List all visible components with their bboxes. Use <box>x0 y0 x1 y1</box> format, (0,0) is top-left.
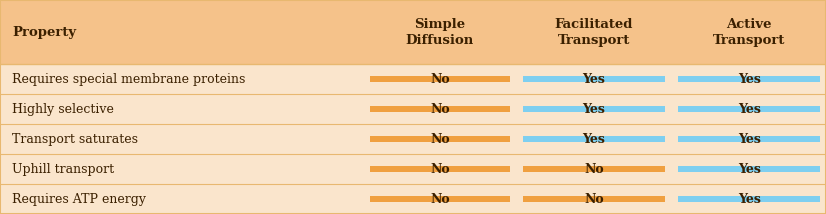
Bar <box>370 76 510 82</box>
Bar <box>523 76 665 82</box>
Text: No: No <box>430 103 449 116</box>
Text: Yes: Yes <box>738 73 761 86</box>
Bar <box>0 0 826 64</box>
Text: Yes: Yes <box>738 103 761 116</box>
Bar <box>370 136 510 142</box>
Bar <box>0 184 826 214</box>
Text: Uphill transport: Uphill transport <box>12 163 115 175</box>
Text: No: No <box>584 193 604 205</box>
Text: Yes: Yes <box>582 133 605 146</box>
Text: Facilitated
Transport: Facilitated Transport <box>555 18 633 47</box>
Bar <box>678 166 820 172</box>
Bar <box>370 106 510 112</box>
Text: Simple
Diffusion: Simple Diffusion <box>406 18 474 47</box>
Bar <box>0 154 826 184</box>
Text: Requires special membrane proteins: Requires special membrane proteins <box>12 73 246 86</box>
Bar <box>523 106 665 112</box>
Text: No: No <box>430 133 449 146</box>
Text: No: No <box>430 193 449 205</box>
Text: Yes: Yes <box>738 193 761 205</box>
Text: No: No <box>430 73 449 86</box>
Text: No: No <box>430 163 449 175</box>
Bar <box>370 166 510 172</box>
Bar <box>0 64 826 94</box>
Text: Yes: Yes <box>738 163 761 175</box>
Bar <box>370 196 510 202</box>
Bar <box>678 136 820 142</box>
Bar <box>0 124 826 154</box>
Text: Yes: Yes <box>582 73 605 86</box>
Text: Transport saturates: Transport saturates <box>12 133 139 146</box>
Text: Requires ATP energy: Requires ATP energy <box>12 193 146 205</box>
Bar <box>678 76 820 82</box>
Text: Yes: Yes <box>738 133 761 146</box>
Text: Active
Transport: Active Transport <box>713 18 786 47</box>
Bar <box>523 136 665 142</box>
Text: Yes: Yes <box>582 103 605 116</box>
Bar <box>678 106 820 112</box>
Text: No: No <box>584 163 604 175</box>
Bar <box>523 166 665 172</box>
Bar <box>678 196 820 202</box>
Bar <box>0 94 826 124</box>
Bar <box>523 196 665 202</box>
Text: Highly selective: Highly selective <box>12 103 114 116</box>
Text: Property: Property <box>12 26 77 39</box>
